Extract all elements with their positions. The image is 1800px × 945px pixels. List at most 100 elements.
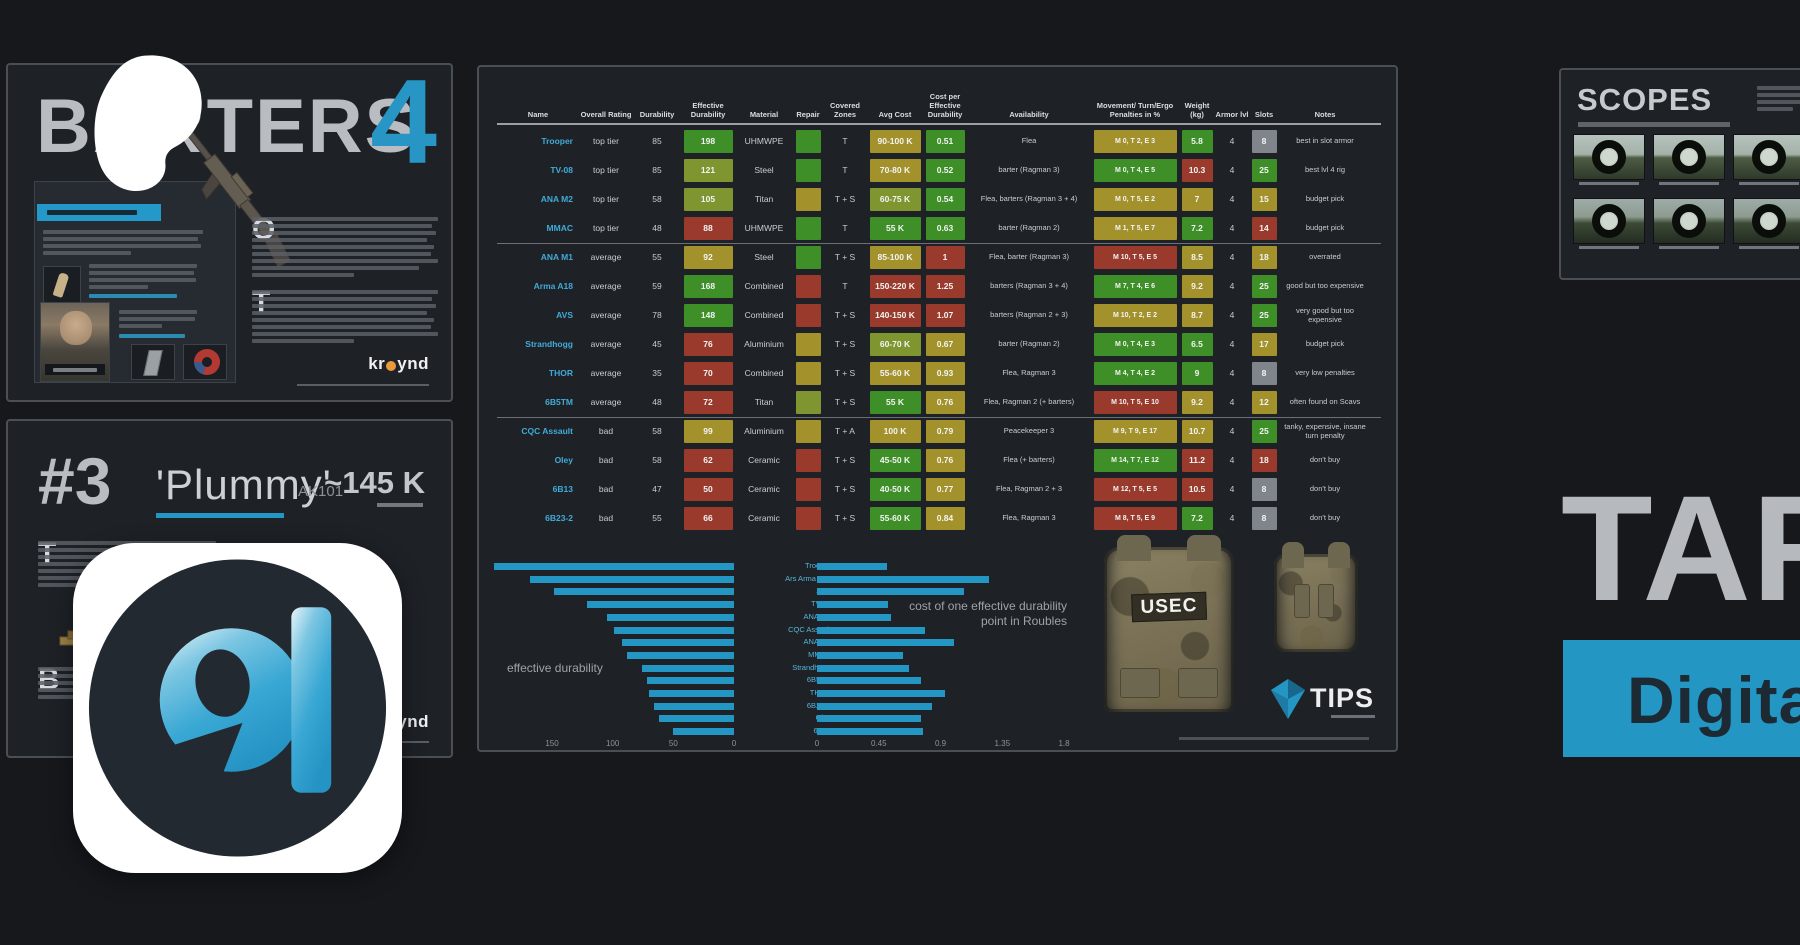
scope-caption-line	[1659, 246, 1719, 249]
table-row: THOR average 35 70 Combined T + S 55-60 K 0.93 F…	[497, 359, 1371, 388]
app-logo-avatar[interactable]	[73, 543, 402, 873]
plummy-underline	[156, 513, 284, 518]
scope-caption-line	[1739, 182, 1799, 185]
table-row: MMAC top tier 48 88 UHMWPE T 55 K 0.63 barter (R…	[497, 214, 1371, 243]
white-blob-overlay	[94, 55, 202, 191]
table-row: Oley bad 58 62 Ceramic T + S 45-50 K 0.76 Flea (…	[497, 446, 1371, 475]
table-row: ANA M2 top tier 58 105 Titan T + S 60-75 K 0.54…	[497, 185, 1371, 214]
plummy-name: 'Plummy'	[156, 461, 332, 508]
scope-reticle-icon	[1752, 140, 1786, 174]
scope-screenshot-thumb	[1573, 134, 1645, 180]
column-header: Material	[749, 110, 779, 119]
column-header: Covered Zones	[829, 101, 860, 119]
plummy-price-subline	[377, 503, 423, 507]
scopes-title: SCOPES	[1577, 82, 1713, 117]
kroynd-logo: kr ynd	[368, 354, 429, 373]
barter-item-text	[89, 264, 199, 292]
table-row: CQC Assault bad 58 99 Aluminium T + A 100 K 0.7…	[497, 417, 1371, 446]
chart-category-label: Strandhogg	[792, 662, 831, 672]
column-header: Notes	[1314, 110, 1336, 119]
scope-screenshot-thumb	[1653, 198, 1725, 244]
barter-description-lines	[43, 230, 203, 258]
table-row: 6B23-2 bad 55 66 Ceramic T + S 55-60 K 0.84 Flea…	[497, 504, 1371, 533]
vest-image-2	[1274, 542, 1358, 652]
scope-reticle-icon	[1592, 140, 1626, 174]
kroynd-dot-icon	[386, 360, 397, 371]
trader-name-label	[45, 364, 105, 375]
series-title-text: TARKOV	[1561, 464, 1800, 632]
plummy-weapon: AK101	[298, 483, 344, 500]
trader-face	[60, 311, 92, 345]
dropcap-b: B	[38, 663, 60, 696]
table-row: 6B13 bad 47 50 Ceramic T + S 40-50 K 0.77 Flea, …	[497, 475, 1371, 504]
table-row: Trooper top tier 85 198 UHMWPE T 90-100 K 0.51 F…	[497, 127, 1371, 156]
usec-patch-label: USEC	[1131, 591, 1207, 623]
poster-scopes[interactable]: SCOPES	[1559, 68, 1800, 280]
usec-vest-image: USEC	[1104, 535, 1234, 712]
scope-caption-line	[1579, 246, 1639, 249]
chart-left-axis-label: effective durability	[507, 661, 603, 675]
column-header: Name	[527, 110, 549, 119]
barters-body-text: O T	[252, 213, 440, 346]
chart-right-annotation: cost of one effective durability point i…	[909, 599, 1067, 628]
column-header: Armor lvl	[1215, 110, 1249, 119]
table-footer-fineprint	[1179, 737, 1369, 740]
barter-reward-link	[119, 334, 189, 341]
banner: Digital	[1563, 640, 1800, 757]
table-row: Arma A18 average 59 168 Combined T 150-220 K 1.…	[497, 272, 1371, 301]
ring-item-thumb	[183, 344, 227, 380]
magazine-icon	[143, 350, 163, 376]
poster-armor-table[interactable]: Name Overall Rating Durability Effective Du…	[477, 65, 1398, 752]
tips-diamond-icon	[1271, 679, 1305, 719]
scopes-note-lines	[1757, 86, 1800, 114]
scope-caption-line	[1739, 246, 1799, 249]
plummy-price: ~145 K	[324, 465, 425, 500]
column-header: Weight (kg)	[1184, 101, 1210, 119]
dropcap-t2: T	[38, 537, 57, 570]
poster-barters[interactable]: BARTERS 4	[6, 55, 453, 402]
barter-deal-card	[34, 181, 236, 383]
barter-ribbon	[37, 204, 161, 221]
scope-screenshot-thumb	[1653, 134, 1725, 180]
column-header: Effective Durability	[690, 101, 726, 119]
column-header: Slots	[1254, 110, 1274, 119]
kroynd-subline	[297, 384, 429, 386]
barter-item-link	[89, 294, 181, 301]
scope-reticle-icon	[1592, 204, 1626, 238]
column-header: Availability	[1009, 110, 1049, 119]
table-row: TV-08 top tier 85 121 Steel T 70-80 K 0.52 barte…	[497, 156, 1371, 185]
scope-reticle-icon	[1672, 140, 1706, 174]
scope-caption-line	[1579, 182, 1639, 185]
tape-ring-hole	[202, 357, 212, 367]
column-header: Avg Cost	[878, 110, 912, 119]
table-row: 6B5TM average 48 72 Titan T + S 55 K 0.76 Flea, …	[497, 388, 1371, 417]
dropcap-t: T	[252, 286, 271, 319]
table-row: ANA M1 average 55 92 Steel T + S 85-100 K 1 Flea…	[497, 243, 1371, 272]
scope-screenshot-thumb	[1573, 198, 1645, 244]
scope-reticle-icon	[1672, 204, 1706, 238]
bullet-icon	[52, 272, 70, 298]
scopes-subtitle-line	[1578, 122, 1730, 127]
plummy-rank: #3	[38, 444, 112, 518]
scope-caption-line	[1659, 182, 1719, 185]
column-header: Cost per Effective Durability	[927, 92, 963, 119]
dropcap-o: O	[252, 213, 276, 246]
tips-subline	[1331, 715, 1375, 718]
magazine-thumb	[131, 344, 175, 380]
column-header: Repair	[796, 110, 820, 119]
table-row: AVS average 78 148 Combined T + S 140-150 K 1.0…	[497, 301, 1371, 330]
chart-category-label: Ars Arma A18	[785, 573, 831, 583]
column-header: Movement/ Turn/Ergo Penalties in %	[1096, 101, 1174, 119]
barter-item-thumb	[43, 266, 81, 304]
banner-text: Digital	[1627, 663, 1800, 737]
app-logo-a-icon	[88, 559, 387, 857]
column-header: Durability	[639, 110, 675, 119]
barters-number: 4	[370, 55, 437, 189]
tips-logo: TIPS	[1271, 677, 1374, 719]
scope-screenshot-thumb	[1733, 134, 1800, 180]
trader-portrait	[40, 302, 110, 382]
column-header: Overall Rating	[580, 110, 632, 119]
barter-reward-text	[119, 310, 199, 331]
table-row: Strandhogg average 45 76 Aluminium T + S 60-70…	[497, 330, 1371, 359]
